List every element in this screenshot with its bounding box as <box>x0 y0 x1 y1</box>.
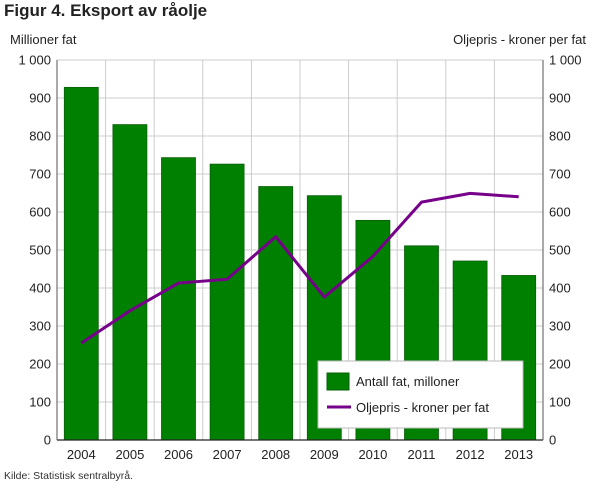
x-tick: 2009 <box>310 447 339 462</box>
x-tick: 2013 <box>504 447 533 462</box>
y-tick-right: 800 <box>549 129 571 144</box>
y-tick-left: 200 <box>29 357 51 372</box>
y-tick-right: 700 <box>549 167 571 182</box>
x-tick: 2012 <box>456 447 485 462</box>
oil-price-line <box>80 191 519 345</box>
y-tick-left: 500 <box>29 243 51 258</box>
y-tick-right: 500 <box>549 243 571 258</box>
bar <box>112 124 148 441</box>
y-axis-left-ticks: 0 100 200 300 400 500 600 700 800 900 1 000 <box>18 53 51 448</box>
y-axis-right-ticks: 0 100 200 300 400 500 600 700 800 900 1 000 <box>549 53 582 448</box>
y-tick-right: 600 <box>549 205 571 220</box>
y-tick-left: 1 000 <box>18 53 51 68</box>
bar <box>161 157 196 441</box>
bar <box>258 186 294 441</box>
y-tick-left: 0 <box>44 433 51 448</box>
source-note: Kilde: Statistisk sentralbyrå. <box>4 470 133 482</box>
x-axis-ticks: 2004 2005 2006 2007 2008 2009 2010 2011 2012 2013 <box>67 447 533 462</box>
bar <box>63 86 99 441</box>
y-tick-left: 300 <box>29 319 51 334</box>
x-tick: 2008 <box>261 447 290 462</box>
x-tick: 2005 <box>115 447 144 462</box>
x-tick: 2006 <box>164 447 193 462</box>
y-tick-left: 700 <box>29 167 51 182</box>
x-tick: 2011 <box>408 447 436 462</box>
y-tick-right: 900 <box>549 91 571 106</box>
line-series <box>80 191 519 345</box>
x-tick: 2010 <box>358 447 387 462</box>
y-tick-right: 300 <box>549 319 571 334</box>
y-tick-left: 600 <box>29 205 51 220</box>
y-tick-left: 400 <box>29 281 51 296</box>
x-tick: 2004 <box>67 447 96 462</box>
x-tick: 2007 <box>213 447 242 462</box>
y-tick-right: 1 000 <box>549 53 582 68</box>
y-tick-left: 100 <box>29 395 51 410</box>
y-axis-right-label: Oljepris - kroner per fat <box>453 32 586 47</box>
chart-title: Figur 4. Eksport av råolje <box>4 1 208 20</box>
legend-line-label: Oljepris - kroner per fat <box>356 400 489 415</box>
y-tick-left: 800 <box>29 129 51 144</box>
legend: Antall fat, milloner Oljepris - kroner p… <box>317 360 524 429</box>
y-tick-right: 0 <box>549 433 556 448</box>
y-tick-right: 400 <box>549 281 571 296</box>
bar <box>209 163 245 441</box>
legend-bar-swatch <box>326 372 350 391</box>
legend-bar-label: Antall fat, milloner <box>356 374 460 389</box>
y-tick-right: 100 <box>549 395 571 410</box>
y-tick-right: 200 <box>549 357 571 372</box>
y-axis-left-label: Millioner fat <box>10 32 77 47</box>
axes <box>56 60 544 441</box>
legend-box <box>317 360 524 429</box>
y-tick-left: 900 <box>29 91 51 106</box>
